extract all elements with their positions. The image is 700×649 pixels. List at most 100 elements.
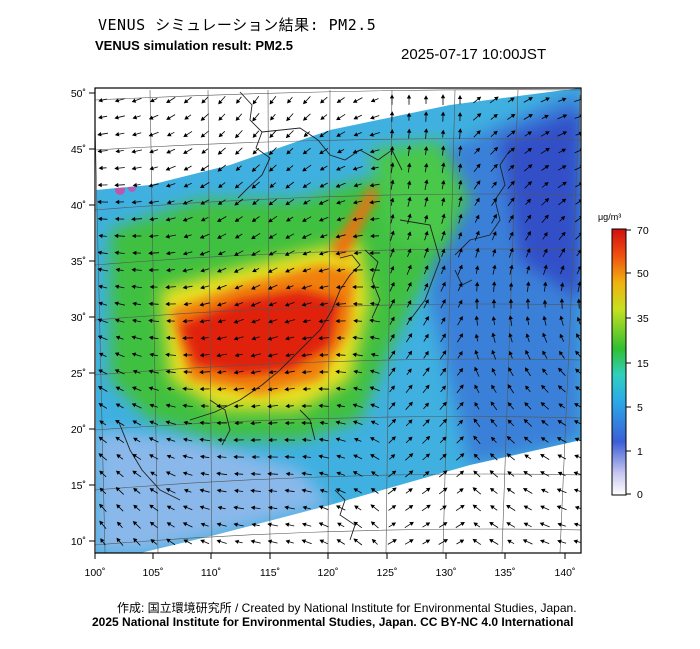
wind-arrow-head [491,367,496,373]
wind-arrow-head [423,95,429,100]
wind-arrow-head [182,386,187,391]
wind-arrow-head [392,487,397,492]
wind-arrow-head [233,437,238,443]
wind-arrow-head [522,539,528,544]
wind-arrow-head [335,505,341,510]
wind-arrow-head [389,94,395,99]
wind-arrow-head [286,166,291,172]
wind-arrow-head [425,539,431,544]
wind-arrow-head [370,420,376,425]
wind-arrow-head [353,488,359,493]
wind-arrow-head [369,335,375,340]
wind-arrow-head [133,504,138,510]
wind-arrow-head [541,419,546,425]
wind-arrow-head [301,437,307,443]
wind-arrow-head [318,336,323,341]
wind-arrow-head [233,454,238,460]
lat-label-45: 45˚ [71,144,86,156]
wind-arrow-head [200,335,205,341]
wind-arrow-head [285,352,290,358]
wind-arrow-head [98,115,103,120]
wind-arrow-head [558,403,564,408]
wind-arrow-head [166,115,171,120]
wind-arrow-head [234,352,240,358]
wind-arrow-head [525,333,530,338]
wind-arrow-head [508,298,514,303]
wind-arrow-head [200,116,206,121]
wind-arrow-head [370,403,375,408]
wind-arrow-head [165,352,170,358]
wind-arrow-head [132,115,138,120]
wind-arrow-shaft [575,132,581,136]
wind-arrow-head [540,471,545,476]
wind-arrow-head [114,98,120,103]
wind-arrow-shaft [574,166,581,171]
wind-arrow-head [528,114,533,118]
wind-arrow-head [389,197,395,203]
wind-arrow-head [458,350,463,356]
wind-arrow-head [577,265,581,270]
wind-arrow-head [97,267,102,272]
wind-arrow-head [99,487,104,492]
wind-arrow-head [506,522,511,527]
wind-arrow-head [251,167,257,172]
wind-arrow-head [474,315,480,320]
wind-arrow-head [543,248,548,254]
wind-arrow-head [459,384,464,390]
wind-arrow-head [526,248,531,253]
wind-arrow-head [250,437,255,443]
wind-arrow-head [148,335,154,341]
wind-arrow-head [473,418,478,424]
wind-arrow-head [407,213,412,218]
wind-arrow-head [490,401,495,406]
wind-arrow-head [370,504,376,509]
wind-arrow-head [148,200,153,205]
wind-arrow-head [318,522,324,527]
wind-arrow-head [335,488,341,493]
wind-arrow-head [182,318,187,324]
wind-arrow-head [491,332,496,337]
wind-arrow-head [166,318,171,324]
wind-arrow-head [267,353,273,358]
wind-arrow-head [285,539,290,544]
wind-arrow-head [557,471,563,476]
title-english: VENUS simulation result: PM2.5 [95,38,293,53]
wind-arrow-head [318,386,323,392]
lat-label-25: 25˚ [71,368,86,380]
wind-arrow-head [352,149,358,154]
wind-arrow-head [525,385,530,391]
wind-arrow-head [353,386,358,391]
wind-arrow-head [544,198,550,203]
wind-arrow-head [474,265,480,270]
wind-arrow-head [510,97,515,102]
wind-arrow-head [370,233,375,239]
wind-arrow-head [98,403,104,408]
wind-arrow-head [251,319,256,324]
wind-arrow-head [166,454,172,459]
wind-arrow-head [131,284,136,290]
wind-arrow-head [441,333,446,338]
wind-arrow-head [354,505,359,510]
wind-arrow-head [474,402,479,407]
wind-arrow-head [182,335,187,341]
lon-label-135: 135˚ [494,567,515,579]
wind-arrow-head [335,420,340,425]
wind-arrow-head [149,420,154,425]
wind-arrow-head [115,487,121,492]
wind-arrow-head [545,131,550,136]
wind-arrow-head [200,539,205,544]
wind-arrow-head [115,403,121,408]
wind-arrow-head [284,251,290,256]
wind-arrow-head [116,504,121,509]
wind-arrow-head [149,216,154,222]
wind-arrow-head [492,213,497,219]
wind-arrow-head [540,402,546,407]
wind-arrow-head [576,298,581,303]
wind-arrow-head [507,419,513,424]
wind-arrow-head [507,384,512,389]
wind-arrow-head [540,505,545,510]
wind-arrow-head [216,218,222,222]
wind-arrow-head [284,420,289,426]
wind-arrow-head [406,162,412,168]
wind-arrow-head [442,505,447,510]
